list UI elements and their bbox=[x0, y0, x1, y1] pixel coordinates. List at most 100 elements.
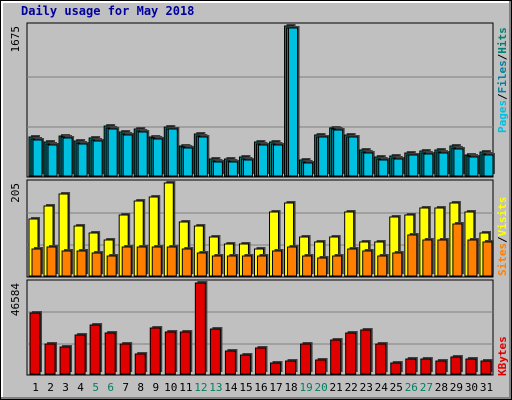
sites-bar bbox=[136, 246, 147, 277]
day-tick-label: 6 bbox=[107, 381, 114, 394]
sites-bar bbox=[467, 239, 478, 277]
day-tick-label: 9 bbox=[152, 381, 159, 394]
kbytes-bar bbox=[450, 356, 462, 375]
kbytes-bar bbox=[375, 343, 387, 375]
pages-bar bbox=[227, 161, 238, 177]
kbytes-bar bbox=[300, 343, 312, 375]
day-tick-label: 11 bbox=[179, 381, 192, 394]
sites-bar bbox=[302, 255, 313, 277]
sites-bar bbox=[362, 250, 373, 277]
day-tick-label: 29 bbox=[450, 381, 463, 394]
sites-bar bbox=[226, 255, 237, 277]
legend-top-0: Pages bbox=[496, 100, 509, 133]
sites-bar bbox=[181, 248, 192, 277]
pages-bar bbox=[77, 143, 88, 177]
day-tick-label: 14 bbox=[224, 381, 238, 394]
pages-bar bbox=[453, 148, 464, 177]
sites-bar bbox=[76, 250, 87, 277]
day-tick-label: 13 bbox=[209, 381, 222, 394]
kbytes-bar bbox=[330, 339, 342, 375]
pages-bar bbox=[182, 147, 193, 177]
kbytes-bar bbox=[405, 358, 417, 375]
sites-bar bbox=[166, 246, 177, 277]
day-tick-label: 4 bbox=[77, 381, 84, 394]
kbytes-bar bbox=[134, 353, 146, 375]
kbytes-bar bbox=[209, 328, 221, 375]
day-tick-label: 8 bbox=[137, 381, 144, 394]
day-tick-label: 17 bbox=[269, 381, 282, 394]
sites-bar bbox=[241, 255, 252, 277]
day-tick-label: 12 bbox=[194, 381, 207, 394]
pages-bar bbox=[423, 153, 434, 177]
kbytes-bar bbox=[164, 331, 176, 375]
pages-bar bbox=[393, 158, 404, 177]
pages-bar bbox=[333, 129, 344, 177]
pages-bar bbox=[212, 161, 223, 177]
kbytes-bar bbox=[360, 329, 372, 375]
day-tick-label: 10 bbox=[164, 381, 177, 394]
sites-bar bbox=[377, 255, 388, 277]
day-tick-label: 25 bbox=[390, 381, 403, 394]
sites-bar bbox=[91, 252, 102, 277]
sites-bar bbox=[422, 239, 433, 277]
pages-bar bbox=[318, 136, 329, 177]
pages-bar bbox=[348, 136, 359, 177]
day-tick-label: 27 bbox=[420, 381, 433, 394]
max-value-label-3: 46584 bbox=[9, 283, 22, 316]
kbytes-bar bbox=[179, 331, 191, 375]
kbytes-bar bbox=[254, 347, 266, 375]
day-tick-label: 28 bbox=[435, 381, 448, 394]
day-tick-label: 19 bbox=[299, 381, 312, 394]
pages-bar bbox=[167, 128, 178, 177]
legend-top-3: / bbox=[496, 53, 509, 60]
kbytes-bar bbox=[119, 343, 131, 375]
pages-bar bbox=[32, 139, 43, 177]
pages-bar bbox=[408, 154, 419, 177]
day-tick-label: 7 bbox=[122, 381, 129, 394]
kbytes-bar bbox=[270, 362, 282, 375]
pages-bar bbox=[137, 131, 148, 177]
legend-top-2: Files bbox=[496, 60, 509, 93]
pages-bar bbox=[62, 137, 73, 177]
sites-bar bbox=[392, 252, 403, 277]
sites-bar bbox=[151, 246, 162, 277]
kbytes-bar bbox=[224, 350, 236, 375]
day-tick-label: 2 bbox=[47, 381, 54, 394]
kbytes-bar bbox=[480, 360, 492, 375]
legend-top-4: Hits bbox=[496, 27, 509, 54]
kbytes-bar bbox=[345, 332, 357, 375]
sites-bar bbox=[46, 246, 57, 277]
sites-bar bbox=[121, 246, 132, 277]
pages-bar bbox=[92, 140, 103, 177]
legend-top-1: / bbox=[496, 93, 509, 100]
pages-bar bbox=[303, 162, 314, 177]
sites-bar bbox=[272, 250, 283, 277]
kbytes-bar bbox=[285, 360, 297, 375]
sites-bar bbox=[482, 241, 493, 277]
sites-bar bbox=[211, 255, 222, 277]
day-tick-label: 3 bbox=[62, 381, 69, 394]
pages-bar bbox=[363, 152, 374, 177]
pages-bar bbox=[378, 159, 389, 177]
pages-bar bbox=[152, 138, 163, 177]
pages-bar bbox=[107, 128, 118, 177]
kbytes-bar bbox=[239, 354, 251, 375]
max-value-label-2: 205 bbox=[9, 183, 22, 203]
sites-bar bbox=[317, 257, 328, 277]
pages-bar bbox=[483, 154, 494, 177]
kbytes-bar bbox=[194, 282, 206, 375]
day-tick-label: 16 bbox=[254, 381, 267, 394]
day-tick-label: 1 bbox=[32, 381, 39, 394]
pages-bar bbox=[197, 136, 208, 177]
day-tick-label: 22 bbox=[345, 381, 358, 394]
sites-bar bbox=[452, 223, 463, 277]
kbytes-bar bbox=[149, 327, 161, 375]
sites-bar bbox=[287, 246, 298, 277]
kbytes-bar bbox=[59, 346, 71, 375]
kbytes-bar bbox=[420, 358, 432, 375]
sites-bar bbox=[106, 255, 117, 277]
day-tick-label: 30 bbox=[465, 381, 478, 394]
kbytes-bar bbox=[315, 359, 327, 375]
pages-bar bbox=[273, 144, 284, 177]
sites-bar bbox=[61, 250, 72, 277]
